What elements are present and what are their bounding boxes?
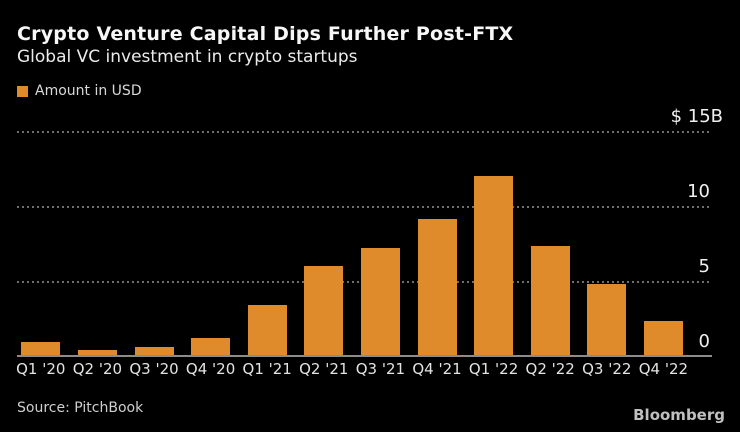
x-axis-tick-q2-20: Q2 '20 <box>72 360 123 378</box>
bar-q2-22 <box>530 246 570 357</box>
bar-q3-22 <box>587 283 627 357</box>
x-axis-tick-q1-22: Q1 '22 <box>468 360 519 378</box>
bar-q3-20 <box>134 346 174 357</box>
source-note: Source: PitchBook <box>17 400 144 416</box>
legend-label: Amount in USD <box>35 83 142 99</box>
bar-q4-22 <box>643 321 683 357</box>
chart-title: Crypto Venture Capital Dips Further Post… <box>17 23 514 45</box>
x-axis-tick-q2-21: Q2 '21 <box>299 360 349 378</box>
x-axis-tick-q2-22: Q2 '22 <box>525 360 575 378</box>
x-axis-tick-q4-21: Q4 '21 <box>412 360 462 378</box>
chart-subtitle: Global VC investment in crypto startups <box>17 47 358 67</box>
x-axis-tick-q3-22: Q3 '22 <box>582 360 632 378</box>
x-axis-tick-q3-21: Q3 '21 <box>355 360 406 378</box>
y-axis-tick-15: $ 15B <box>670 106 723 127</box>
bar-q4-21 <box>417 219 457 357</box>
x-axis-tick-q4-22: Q4 '22 <box>638 360 689 378</box>
bar-q2-20 <box>77 349 117 357</box>
bloomberg-logo: Bloomberg <box>633 406 725 424</box>
y-axis-tick-10: 10 <box>687 181 710 202</box>
chart-legend: Amount in USD <box>17 83 142 99</box>
legend-swatch-icon <box>17 85 28 97</box>
bar-q2-21 <box>304 265 344 357</box>
x-axis-tick-q3-20: Q3 '20 <box>129 360 179 378</box>
bar-q1-21 <box>247 304 287 357</box>
gridline-10 <box>17 206 712 208</box>
bar-q4-20 <box>191 337 231 357</box>
x-axis-baseline <box>17 355 712 357</box>
y-axis-tick-0: 0 <box>698 331 710 352</box>
bar-q1-20 <box>21 342 61 357</box>
x-axis-tick-q1-21: Q1 '21 <box>242 360 292 378</box>
x-axis-tick-q1-20: Q1 '20 <box>16 360 66 378</box>
bar-q1-22 <box>474 175 514 357</box>
y-axis-tick-5: 5 <box>698 256 710 277</box>
gridline-15 <box>17 131 712 133</box>
x-axis-tick-q4-20: Q4 '20 <box>185 360 236 378</box>
bar-q3-21 <box>360 247 400 357</box>
